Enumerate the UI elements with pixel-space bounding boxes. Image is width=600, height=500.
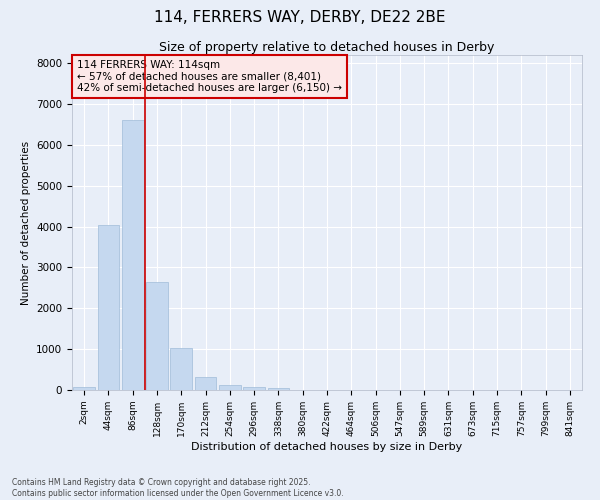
Bar — [170, 348, 192, 390]
Text: Contains HM Land Registry data © Crown copyright and database right 2025.
Contai: Contains HM Land Registry data © Crown c… — [12, 478, 344, 498]
Bar — [122, 120, 143, 390]
Bar — [73, 387, 95, 390]
Title: Size of property relative to detached houses in Derby: Size of property relative to detached ho… — [160, 41, 494, 54]
Text: 114 FERRERS WAY: 114sqm
← 57% of detached houses are smaller (8,401)
42% of semi: 114 FERRERS WAY: 114sqm ← 57% of detache… — [77, 60, 342, 93]
Bar — [219, 385, 241, 390]
Bar — [243, 386, 265, 390]
Bar — [97, 224, 119, 390]
Bar — [268, 388, 289, 390]
Y-axis label: Number of detached properties: Number of detached properties — [20, 140, 31, 304]
Bar — [194, 376, 217, 390]
X-axis label: Distribution of detached houses by size in Derby: Distribution of detached houses by size … — [191, 442, 463, 452]
Text: 114, FERRERS WAY, DERBY, DE22 2BE: 114, FERRERS WAY, DERBY, DE22 2BE — [154, 10, 446, 25]
Bar — [146, 282, 168, 390]
